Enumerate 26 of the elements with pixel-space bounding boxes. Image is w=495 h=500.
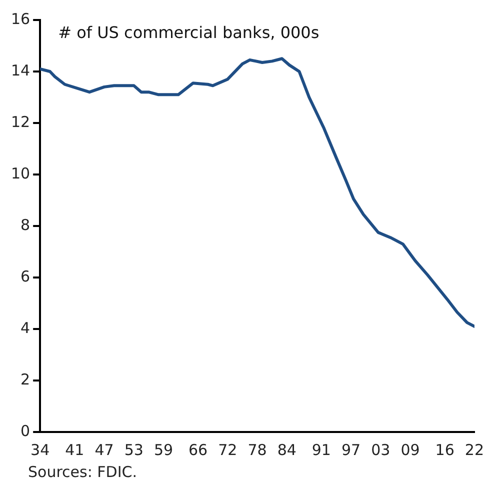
y-tick-label: 2	[20, 370, 30, 388]
x-tick-label: 16	[435, 440, 454, 459]
x-tick-label: 03	[371, 440, 390, 459]
x-tick-label: 84	[277, 440, 296, 459]
x-tick-label: 78	[248, 440, 267, 459]
x-tick-label: 59	[154, 440, 174, 459]
y-tick-label: 14	[10, 61, 30, 80]
y-tick-label: 6	[20, 267, 30, 286]
x-tick-label: 41	[65, 440, 84, 459]
chart-title: # of US commercial banks, 000s	[58, 23, 320, 42]
x-tick-label: 53	[124, 440, 144, 459]
source-note: Sources: FDIC.	[28, 463, 138, 481]
y-tick-label: 12	[10, 112, 30, 131]
x-tick-label: 97	[342, 440, 361, 459]
x-tick-label: 22	[464, 440, 484, 459]
y-tick-label: 10	[10, 164, 30, 182]
x-tick-label: 72	[218, 440, 238, 459]
x-tick-label: 34	[30, 440, 50, 459]
y-tick-label: 4	[20, 318, 30, 337]
x-tick-label: 91	[312, 440, 331, 459]
x-tick-label: 66	[188, 440, 208, 459]
x-tick-label: 47	[94, 440, 114, 459]
x-tick-label: 09	[400, 440, 420, 459]
y-tick-label: 8	[20, 216, 30, 234]
y-tick-label: 0	[20, 422, 30, 440]
y-tick-label: 16	[10, 10, 30, 28]
